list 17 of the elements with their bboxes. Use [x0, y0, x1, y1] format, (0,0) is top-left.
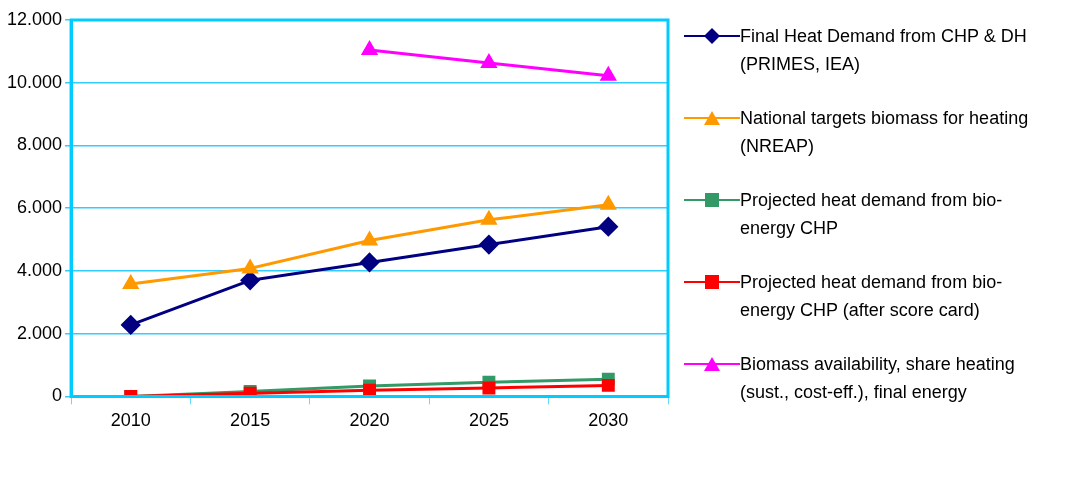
x-tick-label: 2015	[230, 410, 271, 431]
legend-label: National targets biomass for heating (NREAP)	[740, 107, 1030, 158]
x-tick-label: 2025	[468, 410, 509, 431]
x-tick-label: 2020	[349, 410, 390, 431]
y-tick-label: 6.000	[17, 197, 63, 218]
y-tick-label: 10.000	[6, 71, 63, 92]
legend-label: Projected heat demand from bio-energy CHP (after score card)	[740, 271, 1004, 322]
legend-label: Final Heat Demand from CHP & DH (PRIMES, IEA)	[740, 25, 1028, 76]
x-tick-label: 2030	[588, 410, 629, 431]
legend-label: Biomass availability, share heating (sust., cost-eff.), final energy	[740, 353, 1016, 404]
x-tick-label: 2010	[110, 410, 151, 431]
y-tick-label: 4.000	[17, 259, 63, 280]
legend-label: Projected heat demand from bio-energy CHP	[740, 189, 1004, 240]
y-tick-label: 12.000	[6, 8, 63, 29]
y-tick-label: 2.000	[17, 322, 63, 343]
y-tick-label: 8.000	[17, 134, 63, 155]
y-tick-label: 0	[52, 385, 63, 406]
